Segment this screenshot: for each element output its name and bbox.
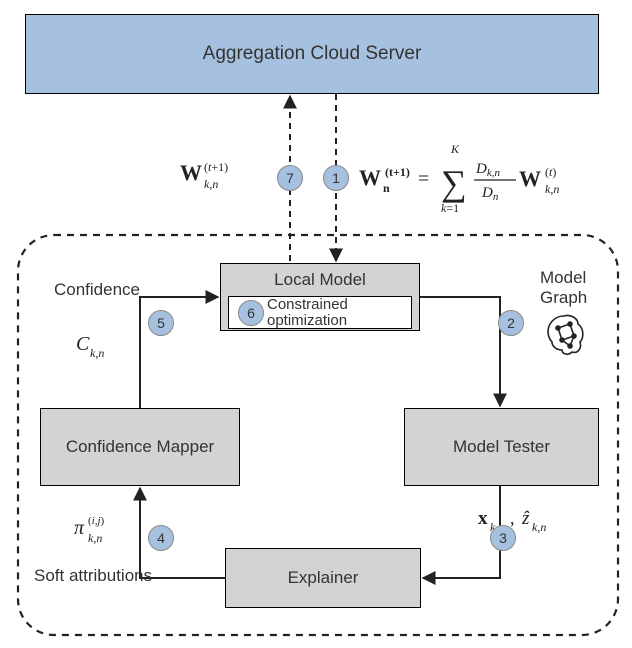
svg-text:k,n: k,n bbox=[204, 177, 218, 191]
label-confidence: Confidence bbox=[54, 280, 140, 300]
svg-text:Dk,n: Dk,n bbox=[475, 161, 500, 179]
svg-text:k,n: k,n bbox=[88, 531, 102, 545]
diagram-stage: W (t+1) k,n W (t+1) n = ∑ K k=1 Dk,n Dn … bbox=[0, 0, 632, 648]
step-badge-1-num: 1 bbox=[332, 170, 340, 186]
step-badge-3: 3 bbox=[490, 525, 516, 551]
svg-text:W: W bbox=[359, 165, 381, 190]
svg-text:n: n bbox=[383, 181, 390, 195]
brain-graph-icon bbox=[548, 315, 583, 354]
step-badge-4-num: 4 bbox=[157, 530, 165, 546]
label-W-left: W (t+1) k,n bbox=[180, 160, 228, 191]
svg-text:x: x bbox=[478, 508, 488, 529]
svg-text:k=1: k=1 bbox=[441, 201, 459, 215]
svg-text:k,n: k,n bbox=[532, 520, 546, 534]
label-soft-attr: Soft attributions bbox=[34, 566, 152, 586]
svg-text:C: C bbox=[76, 333, 90, 355]
svg-text:K: K bbox=[450, 142, 460, 156]
step-badge-1: 1 bbox=[323, 165, 349, 191]
svg-text:(i,j): (i,j) bbox=[88, 515, 105, 527]
edge-local-to-tester bbox=[420, 297, 500, 406]
step-badge-7-num: 7 bbox=[286, 170, 294, 186]
svg-text:∑: ∑ bbox=[441, 163, 467, 203]
step-badge-7: 7 bbox=[277, 165, 303, 191]
step-badge-4: 4 bbox=[148, 525, 174, 551]
svg-text:W: W bbox=[519, 166, 541, 191]
svg-text:=: = bbox=[418, 168, 429, 190]
step-badge-6: 6 bbox=[238, 300, 264, 326]
step-badge-5-num: 5 bbox=[157, 315, 165, 331]
connections-svg: W (t+1) k,n W (t+1) n = ∑ K k=1 Dk,n Dn … bbox=[0, 0, 632, 648]
svg-text:(t): (t) bbox=[545, 165, 556, 179]
svg-text:π: π bbox=[74, 517, 85, 539]
step-badge-2: 2 bbox=[498, 310, 524, 336]
step-badge-6-num: 6 bbox=[247, 305, 255, 321]
svg-text:(t+1): (t+1) bbox=[204, 160, 228, 174]
svg-text:Dn: Dn bbox=[481, 185, 499, 203]
step-badge-2-num: 2 bbox=[507, 315, 515, 331]
svg-text:(t+1): (t+1) bbox=[385, 165, 410, 179]
label-pikn: π (i,j) k,n bbox=[74, 515, 105, 545]
svg-text:k,n: k,n bbox=[545, 182, 559, 196]
svg-text:,: , bbox=[510, 508, 515, 528]
step-badge-5: 5 bbox=[148, 310, 174, 336]
svg-text:k,n: k,n bbox=[90, 346, 104, 360]
label-Ckn: C k,n bbox=[76, 333, 104, 360]
step-badge-3-num: 3 bbox=[499, 530, 507, 546]
label-model-graph: Model Graph bbox=[540, 268, 587, 307]
svg-text:ẑ: ẑ bbox=[521, 508, 530, 529]
edge-tester-to-explainer bbox=[423, 486, 500, 578]
svg-text:W: W bbox=[180, 160, 202, 185]
label-W-right-eq: W (t+1) n = ∑ K k=1 Dk,n Dn W (t) k,n bbox=[359, 142, 559, 215]
